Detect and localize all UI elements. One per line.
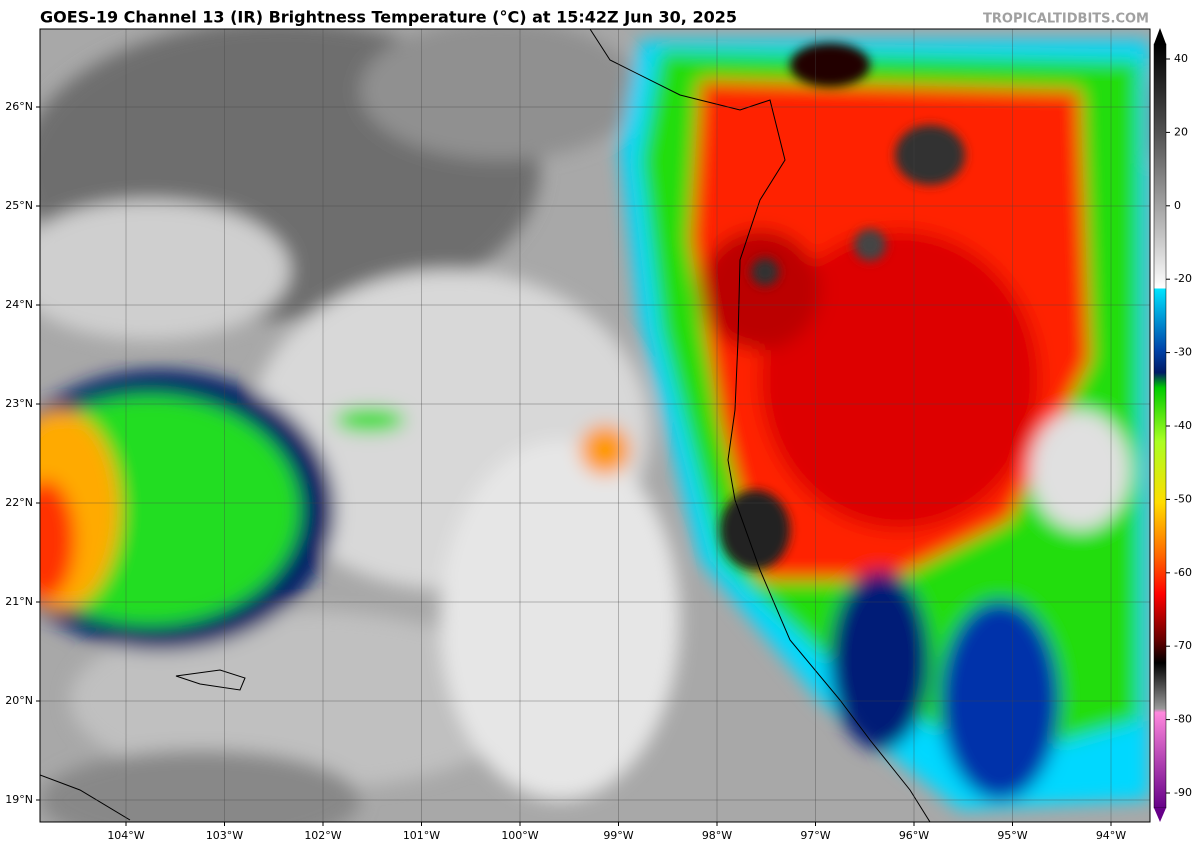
colorbar-tick-label: -90 xyxy=(1174,786,1192,799)
longitude-label: 97°W xyxy=(800,829,830,842)
latitude-label: 20°N xyxy=(5,694,33,707)
colorbar-tick-label: 40 xyxy=(1174,52,1188,65)
latitude-label: 23°N xyxy=(5,397,33,410)
title: GOES-19 Channel 13 (IR) Brightness Tempe… xyxy=(40,8,737,27)
longitude-label: 96°W xyxy=(899,829,929,842)
latitude-label: 19°N xyxy=(5,793,33,806)
latitude-label: 22°N xyxy=(5,496,33,509)
longitude-label: 95°W xyxy=(997,829,1027,842)
map-frame xyxy=(39,28,1151,823)
graticule xyxy=(40,29,1150,822)
longitude-label: 103°W xyxy=(206,829,243,842)
colorbar-tick-label: -60 xyxy=(1174,566,1192,579)
colorbar-tick-label: -30 xyxy=(1174,346,1192,359)
longitude-label: 98°W xyxy=(702,829,732,842)
satellite-imagery xyxy=(40,29,1150,822)
colorbar-tick-label: -50 xyxy=(1174,492,1192,505)
longitude-label: 100°W xyxy=(501,829,538,842)
colorbar-tick-label: -80 xyxy=(1174,713,1192,726)
longitude-label: 99°W xyxy=(603,829,633,842)
latitude-label: 26°N xyxy=(5,100,33,113)
latitude-label: 25°N xyxy=(5,199,33,212)
colorbar-tick-label: -40 xyxy=(1174,419,1192,432)
colorbar-tick-label: 0 xyxy=(1174,199,1181,212)
colorbar-tick-label: -20 xyxy=(1174,272,1192,285)
latitude-label: 24°N xyxy=(5,298,33,311)
longitude-label: 101°W xyxy=(403,829,440,842)
colorbar xyxy=(1153,28,1167,822)
colorbar-tick-label: 20 xyxy=(1174,125,1188,138)
longitude-label: 102°W xyxy=(304,829,341,842)
credit: TROPICALTIDBITS.COM xyxy=(983,12,1149,27)
longitude-label: 94°W xyxy=(1096,829,1126,842)
latitude-label: 21°N xyxy=(5,595,33,608)
longitude-label: 104°W xyxy=(107,829,144,842)
colorbar-tick-label: -70 xyxy=(1174,639,1192,652)
